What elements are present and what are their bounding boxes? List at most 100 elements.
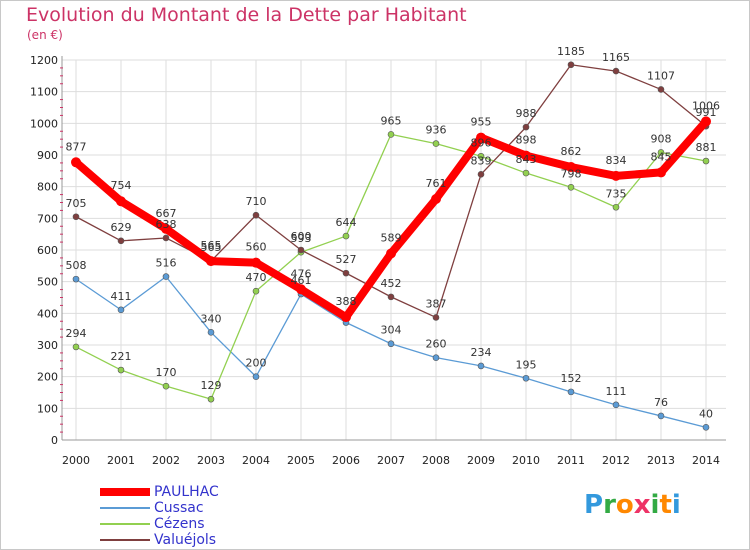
data-label: 170 [156,366,177,379]
data-point [117,366,125,374]
data-point [207,395,215,403]
x-tick-label: 2010 [512,454,540,467]
data-label: 565 [201,239,222,252]
y-tick-label: 900 [37,149,58,162]
data-label: 461 [291,274,312,287]
y-tick-label: 600 [37,244,58,257]
data-label: 1165 [602,51,630,64]
data-labels: 508 411 516 340 200 461 304 260 234 195 152 111 76 40… [66,45,721,421]
data-point [387,131,395,138]
y-tick-label: 500 [37,276,58,289]
data-label: 195 [516,358,537,371]
data-point [612,203,620,211]
y-tick-label: 0 [51,434,58,447]
data-point [522,123,530,131]
axes: 0 100 200 300 400 500 600 700 800 900 1000 1100 1200… [30,54,726,467]
data-point [567,184,575,191]
data-point [207,329,215,336]
logo-letter: t [659,490,672,520]
data-point [477,171,485,178]
data-label: 221 [111,350,132,363]
data-point [432,314,440,321]
legend-label: Valuéjols [154,532,217,548]
legend: PAULHAC Cussac Cézens Valuéjols [100,484,219,548]
data-point [477,152,485,160]
data-point [296,284,306,295]
data-label: 1107 [647,69,675,82]
data-label: 955 [471,116,492,129]
data-label: 988 [516,107,537,120]
y-tick-label: 400 [37,307,58,320]
x-tick-label: 2013 [647,454,675,467]
data-point [657,86,665,93]
data-label: 798 [561,167,582,180]
data-point [342,232,350,240]
data-point [252,373,260,380]
data-point [117,306,125,314]
data-label: 470 [246,271,267,284]
x-tick-label: 2007 [377,454,405,467]
x-tick-label: 2006 [332,454,360,467]
y-tick-label: 200 [37,371,58,384]
data-label: 516 [156,257,177,270]
series-layer [71,61,711,431]
data-label: 40 [699,407,713,420]
data-label: 881 [696,141,717,154]
data-label: 294 [66,327,87,340]
data-point [612,67,620,75]
data-label: 754 [111,179,132,192]
data-point [72,213,80,221]
x-tick-label: 2009 [467,454,495,467]
chart-title: Evolution du Montant de la Dette par Hab… [26,4,467,26]
proxiti-logo: Proxiti [584,490,681,520]
data-label: 629 [111,221,132,234]
data-point [387,340,395,348]
y-tick-label: 1100 [30,86,58,99]
data-point [252,211,260,219]
logo-letter: x [633,490,651,520]
data-point [162,273,170,280]
data-label: 877 [66,140,87,153]
data-point [387,293,395,301]
data-label: 565 [201,241,222,254]
legend-label: Cussac [154,500,204,516]
data-label: 834 [606,154,627,167]
data-label: 965 [381,114,402,127]
y-tick-label: 300 [37,339,58,352]
legend-label: PAULHAC [154,484,219,500]
data-point [522,374,530,382]
y-tick-label: 1000 [30,117,58,130]
data-point [386,248,396,259]
data-point [161,223,171,234]
data-label: 411 [111,290,132,303]
x-tick-label: 2001 [107,454,135,467]
data-label: 387 [426,297,447,310]
data-point [522,169,530,177]
data-point [567,61,575,69]
data-label: 908 [651,132,672,145]
data-label: 898 [516,134,537,147]
data-point [701,116,711,127]
data-label: 152 [561,372,582,385]
data-label: 593 [291,232,312,245]
data-point [252,287,260,295]
data-label: 667 [156,207,177,220]
data-label: 111 [606,385,627,398]
data-point [72,275,80,283]
data-point [702,424,710,431]
data-point [657,412,665,420]
legend-swatch [100,523,150,525]
data-point [72,343,80,351]
data-point [702,157,710,165]
data-label: 129 [201,379,222,392]
legend-item: PAULHAC [100,484,219,500]
data-point [162,382,170,390]
data-label: 761 [426,177,447,190]
logo-letter: o [615,490,634,520]
y-tick-label: 100 [37,402,58,415]
data-point [71,157,81,168]
data-point [342,269,350,277]
data-point [251,257,261,268]
data-label: 589 [381,231,402,244]
